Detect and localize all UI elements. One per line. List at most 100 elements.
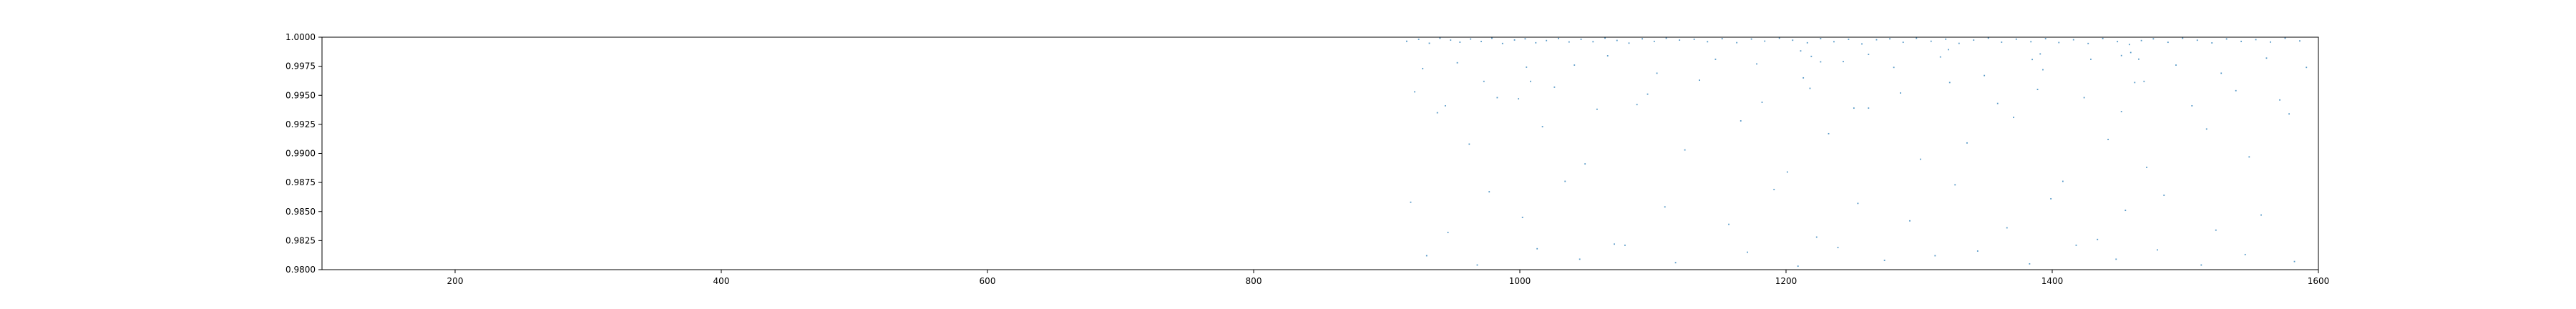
data-point <box>1521 216 1523 218</box>
data-point <box>1848 39 1850 40</box>
data-point <box>2279 99 2280 101</box>
data-point <box>1459 41 1461 43</box>
data-point <box>2039 53 2041 55</box>
data-point <box>2299 40 2301 42</box>
data-point <box>1806 41 1808 44</box>
data-point <box>1526 67 1528 68</box>
data-point <box>1553 86 1556 88</box>
data-point <box>1592 41 1594 43</box>
data-point <box>2062 180 2064 182</box>
data-point <box>2306 67 2308 69</box>
data-point <box>2013 117 2014 119</box>
y-tick-label: 0.9925 <box>286 119 316 129</box>
data-point <box>1693 39 1695 40</box>
data-point <box>2244 253 2246 255</box>
data-point <box>1491 37 1493 39</box>
data-point <box>1714 58 1717 60</box>
x-axis: 200 400 600 800 1000 1200 1400 1600 <box>447 270 2330 286</box>
data-point <box>1450 39 1452 41</box>
data-point <box>2215 229 2217 231</box>
x-tick-label: 1200 <box>1775 276 1797 286</box>
data-point <box>1536 247 1538 250</box>
data-point <box>1483 80 1485 82</box>
data-point <box>2006 227 2008 229</box>
x-tick-label: 400 <box>713 276 730 286</box>
data-point <box>1653 40 1655 42</box>
data-point <box>2225 38 2228 40</box>
data-point <box>2240 40 2243 42</box>
data-point <box>2140 39 2142 41</box>
data-point <box>2044 38 2046 40</box>
x-tick-label: 200 <box>447 276 464 286</box>
data-point <box>1574 64 1576 66</box>
data-point <box>1447 232 1449 233</box>
data-point <box>1815 236 1818 238</box>
x-tick-label: 1400 <box>2041 276 2064 286</box>
x-tick-label: 1600 <box>2308 276 2330 286</box>
y-tick-label: 0.9850 <box>286 207 316 217</box>
data-point <box>2124 210 2127 212</box>
data-point <box>1833 41 1835 43</box>
data-point <box>1945 38 1947 40</box>
data-point <box>1800 50 1802 52</box>
data-point <box>2087 42 2089 44</box>
data-point <box>1488 191 1491 193</box>
data-point <box>1857 202 1859 205</box>
data-point <box>1636 104 1638 106</box>
data-points <box>1406 37 2308 268</box>
data-point <box>1414 91 1415 93</box>
data-point <box>1930 40 1932 42</box>
data-point <box>1496 97 1498 99</box>
data-point <box>1883 260 1885 261</box>
data-point <box>1646 93 1649 95</box>
data-point <box>1513 39 1516 41</box>
data-point <box>1568 41 1570 43</box>
data-point <box>1761 102 1763 103</box>
data-point <box>1909 220 1911 222</box>
x-tick-label: 1000 <box>1509 276 1531 286</box>
data-point <box>1501 42 1503 44</box>
data-point <box>1524 38 1526 40</box>
data-point <box>2182 37 2184 39</box>
data-point <box>2284 37 2286 39</box>
data-point <box>1406 40 1407 42</box>
data-point <box>2235 89 2237 92</box>
data-point <box>2107 139 2109 140</box>
data-point <box>2072 39 2074 41</box>
data-point <box>1984 74 1986 77</box>
data-point <box>1468 143 1470 145</box>
data-point <box>1773 188 1775 190</box>
data-point <box>2163 195 2165 196</box>
data-point <box>2001 41 2003 43</box>
y-tick-label: 0.9825 <box>286 235 316 245</box>
data-point <box>1809 87 1811 89</box>
data-point <box>1476 264 1478 266</box>
data-point <box>2050 197 2052 200</box>
data-point <box>1875 39 1878 41</box>
data-point <box>1893 67 1895 69</box>
data-point <box>1699 79 1700 82</box>
plot-border <box>321 36 2319 270</box>
data-point <box>2090 58 2092 60</box>
data-point <box>1973 39 1975 41</box>
data-point <box>1456 62 1458 64</box>
data-point <box>2265 57 2268 59</box>
data-point <box>1641 38 1644 40</box>
data-point <box>2191 104 2193 107</box>
data-point <box>1604 37 1606 39</box>
data-point <box>1868 107 1870 109</box>
data-point <box>2175 64 2177 66</box>
data-point <box>1665 37 1667 39</box>
data-point <box>1436 112 1438 114</box>
data-point <box>1966 142 1968 144</box>
data-point <box>1518 98 1520 100</box>
data-point <box>2143 80 2145 82</box>
data-point <box>1614 243 1615 245</box>
data-point <box>1843 61 1844 63</box>
data-point <box>1546 39 1548 41</box>
data-point <box>1624 244 1626 246</box>
data-point <box>2030 41 2032 43</box>
data-point <box>1664 206 1666 208</box>
data-point <box>2036 89 2039 91</box>
